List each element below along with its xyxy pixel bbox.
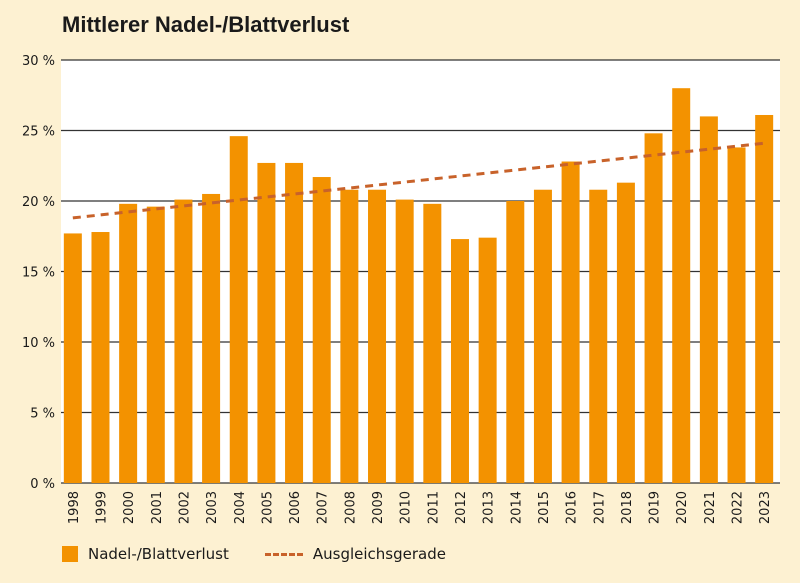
x-tick-label: 2002 bbox=[177, 491, 192, 524]
bar-2009 bbox=[368, 189, 387, 483]
x-tick-label: 2015 bbox=[537, 491, 552, 524]
bar-2011 bbox=[423, 203, 442, 483]
x-tick-label: 2010 bbox=[399, 491, 414, 524]
bar-2022 bbox=[727, 147, 746, 484]
x-tick-label: 2006 bbox=[288, 491, 303, 524]
bar-2002 bbox=[174, 199, 193, 483]
bar-2016 bbox=[561, 161, 580, 483]
legend-label-bars: Nadel-/Blattverlust bbox=[88, 545, 229, 563]
bar-1998 bbox=[63, 233, 82, 483]
bar-2001 bbox=[146, 206, 165, 483]
x-tick-label: 2003 bbox=[205, 491, 220, 524]
bar-2019 bbox=[644, 133, 663, 483]
legend-swatch-trend bbox=[264, 552, 303, 556]
bar-2006 bbox=[285, 162, 304, 483]
x-tick-label: 1998 bbox=[67, 491, 82, 524]
bar-2018 bbox=[616, 182, 635, 484]
bar-2003 bbox=[202, 193, 221, 483]
bar-2008 bbox=[340, 189, 359, 483]
bar-2004 bbox=[229, 136, 248, 483]
bar-2017 bbox=[589, 189, 608, 483]
chart-title: Mittlerer Nadel-/Blattverlust bbox=[62, 12, 350, 37]
x-tick-label: 2022 bbox=[731, 491, 746, 524]
x-tick-label: 2020 bbox=[675, 491, 690, 524]
x-tick-label: 2012 bbox=[454, 491, 469, 524]
x-tick-label: 2018 bbox=[620, 491, 635, 524]
bar-2007 bbox=[312, 177, 331, 483]
legend-label-trend: Ausgleichsgerade bbox=[312, 545, 446, 563]
bar-2015 bbox=[533, 189, 552, 483]
x-tick-label: 1999 bbox=[94, 491, 109, 524]
x-tick-label: 2014 bbox=[509, 491, 524, 524]
x-tick-label: 2023 bbox=[758, 491, 773, 524]
legend: Nadel-/Blattverlust Ausgleichsgerade bbox=[62, 545, 446, 563]
y-tick-label: 5 % bbox=[30, 407, 55, 422]
bar-2014 bbox=[506, 201, 525, 483]
bar-2023 bbox=[755, 114, 774, 484]
x-tick-label: 2017 bbox=[592, 491, 607, 524]
x-tick-label: 2008 bbox=[343, 491, 358, 524]
x-tick-label: 2001 bbox=[150, 491, 165, 524]
y-tick-label: 10 % bbox=[22, 336, 55, 351]
y-tick-label: 0 % bbox=[30, 477, 55, 492]
bar-1999 bbox=[91, 232, 110, 483]
x-tick-label: 2016 bbox=[565, 491, 580, 524]
bar-2013 bbox=[478, 237, 497, 483]
x-tick-label: 2005 bbox=[260, 491, 275, 524]
x-tick-label: 2004 bbox=[233, 491, 248, 524]
legend-swatch-bars bbox=[62, 546, 78, 562]
x-tick-label: 2013 bbox=[482, 491, 497, 524]
bar-2005 bbox=[257, 162, 276, 483]
x-tick-label: 2011 bbox=[426, 491, 441, 524]
x-tick-label: 2009 bbox=[371, 491, 386, 524]
bar-2020 bbox=[672, 88, 691, 483]
trendline bbox=[72, 141, 765, 220]
y-tick-label: 25 % bbox=[22, 125, 55, 140]
x-tick-label: 2019 bbox=[648, 491, 663, 524]
y-tick-label: 30 % bbox=[22, 54, 55, 69]
bar-2021 bbox=[699, 116, 718, 484]
bar-2000 bbox=[119, 203, 138, 483]
x-tick-label: 2007 bbox=[316, 491, 331, 524]
x-tick-label: 2000 bbox=[122, 491, 137, 524]
y-tick-label: 15 % bbox=[22, 266, 55, 281]
x-tick-label: 2021 bbox=[703, 491, 718, 524]
bar-2012 bbox=[450, 239, 469, 483]
bar-2010 bbox=[395, 199, 414, 483]
y-tick-label: 20 % bbox=[22, 195, 55, 210]
